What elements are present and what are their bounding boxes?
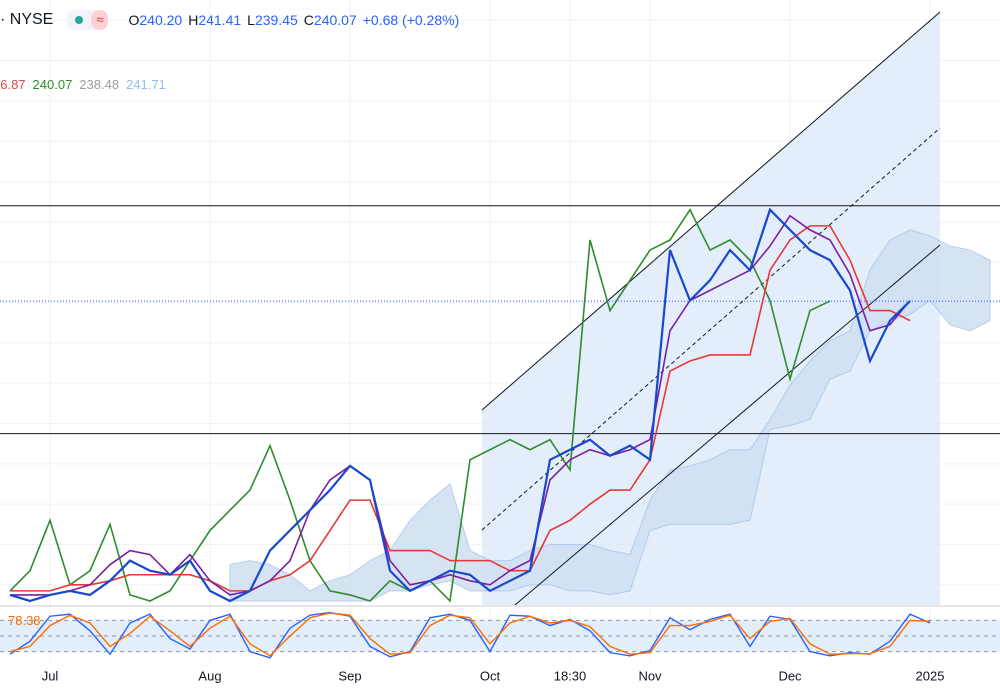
legend-header: · NYSE ≈ O240.20 H241.41 L239.45 C240.07 +0… xyxy=(0,10,459,30)
ohlc-label: L xyxy=(247,12,255,28)
wave-badge: ≈ xyxy=(91,10,109,30)
x-tick-label: Oct xyxy=(480,668,501,683)
indicator-value: 36.87 xyxy=(0,77,26,92)
ohlc-label: H xyxy=(188,12,199,28)
change: +0.68 (+0.28%) xyxy=(362,12,460,28)
series-line xyxy=(9,207,911,603)
indicator-value: 240.07 xyxy=(32,77,73,92)
channel-fill xyxy=(482,12,940,605)
oscillator: 78.38 xyxy=(0,611,1000,659)
status-badges[interactable]: ≈ xyxy=(67,10,109,30)
ohlc-label: O xyxy=(128,12,140,28)
x-tick-label: 18:30 xyxy=(554,668,587,683)
symbol: · NYSE xyxy=(0,11,54,28)
ohlc-value: 240.20 xyxy=(139,12,183,28)
series-line xyxy=(10,225,911,592)
x-tick-label: 2025 xyxy=(916,668,945,683)
ohlc-label: C xyxy=(303,12,314,28)
series-line xyxy=(10,214,911,596)
oscillator-value-label: 78.38 xyxy=(8,613,41,628)
ohlc-value: 241.41 xyxy=(198,12,242,28)
indicator-values: 36.87 240.07 238.48 241.71 xyxy=(0,77,166,92)
indicator-value: 238.48 xyxy=(79,77,120,92)
x-tick-label: Sep xyxy=(338,668,361,683)
oscillator-line xyxy=(9,612,931,657)
ohlc-value: 239.45 xyxy=(254,12,298,28)
ohlc: O240.20 H241.41 L239.45 C240.07 xyxy=(122,12,356,28)
channel-middle xyxy=(481,127,941,531)
market-dot xyxy=(75,16,84,24)
x-tick-label: Aug xyxy=(198,668,221,683)
x-axis: Jul Aug Sep Oct 18:30 Nov Dec 2025 xyxy=(42,668,945,683)
indicator-value: 241.71 xyxy=(126,77,166,92)
oscillator-line xyxy=(9,611,931,659)
series-layer xyxy=(0,205,1000,603)
x-tick-label: Dec xyxy=(778,668,802,683)
x-tick-label: Nov xyxy=(638,668,662,683)
x-tick-label: Jul xyxy=(42,668,59,683)
channel-lower xyxy=(514,244,941,606)
ohlc-value: 240.07 xyxy=(313,12,357,28)
channel-upper xyxy=(481,11,941,411)
